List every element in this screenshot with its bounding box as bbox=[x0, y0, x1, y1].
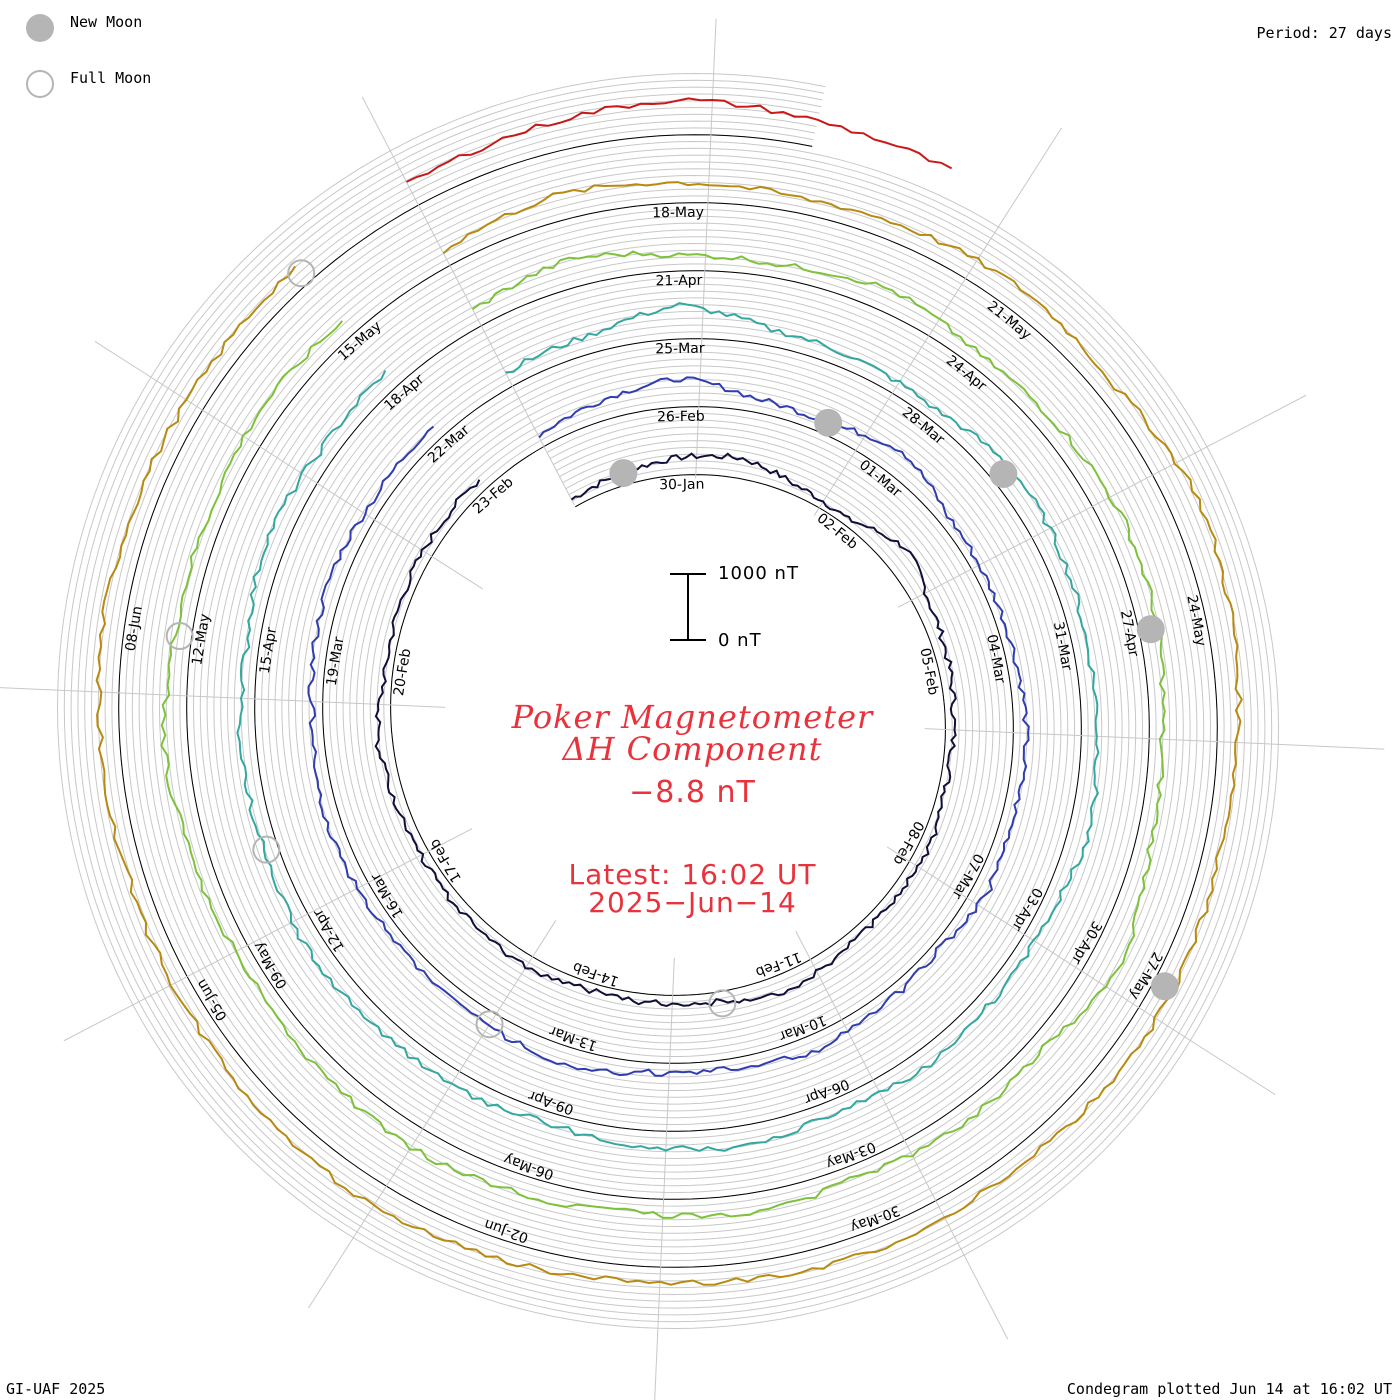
legend-full-moon-label: Full Moon bbox=[70, 69, 152, 87]
rotation-trace bbox=[406, 97, 953, 183]
full-moon-marker bbox=[252, 835, 281, 864]
date-label: 04-Mar bbox=[983, 633, 1008, 685]
credit-label: GI-UAF 2025 bbox=[6, 1380, 106, 1398]
grid-ring bbox=[77, 93, 1259, 1309]
full-moon-marker bbox=[287, 259, 316, 288]
chart-title: Poker Magnetometer bbox=[511, 698, 874, 736]
data-traces bbox=[95, 97, 1243, 1286]
new-moon-marker bbox=[989, 460, 1018, 489]
date-label: 30-Jan bbox=[659, 477, 704, 494]
grid-ring bbox=[63, 79, 1273, 1323]
chart-subtitle: ΔH Component bbox=[562, 730, 823, 768]
grid-spoke bbox=[924, 728, 1385, 750]
legend-new-moon: New Moon bbox=[26, 13, 143, 42]
date-label: 19-Mar bbox=[324, 636, 348, 687]
grid-spoke bbox=[695, 18, 717, 479]
baseline-spiral bbox=[118, 134, 1218, 1268]
new-moon-marker bbox=[609, 459, 638, 488]
date-label: 18-May bbox=[652, 205, 704, 222]
scale-bar bbox=[670, 573, 706, 641]
grid-spoke bbox=[0, 687, 446, 708]
moon-markers bbox=[165, 259, 1179, 1039]
date-label: 31-Mar bbox=[1050, 620, 1075, 672]
legend-new-moon-label: New Moon bbox=[70, 13, 143, 31]
date-label: 20-Feb bbox=[391, 647, 414, 697]
rotation-trace bbox=[95, 181, 1243, 1286]
date-label: 27-Apr bbox=[1117, 609, 1142, 658]
grid-ring bbox=[84, 100, 1252, 1302]
grid-spoke bbox=[94, 341, 483, 590]
date-label: 23-Feb bbox=[470, 474, 517, 517]
grid-ring bbox=[70, 86, 1266, 1316]
date-label: 25-Mar bbox=[655, 341, 705, 358]
date-label: 21-Apr bbox=[655, 273, 702, 290]
legend-full-moon: Full Moon bbox=[26, 69, 152, 98]
grid-spoke bbox=[654, 957, 675, 1400]
current-value: −8.8 nT bbox=[629, 775, 756, 810]
grid-spoke bbox=[63, 828, 473, 1042]
rotation-trace bbox=[236, 302, 1100, 1152]
date-label: 08-Jun bbox=[123, 605, 146, 653]
period-label: Period: 27 days bbox=[1256, 24, 1392, 42]
rotation-trace bbox=[160, 250, 1166, 1219]
full-moon-icon bbox=[26, 70, 54, 98]
date-label: 24-May bbox=[1183, 594, 1208, 648]
date-label: 05-Feb bbox=[916, 647, 941, 697]
grid-spoke bbox=[795, 930, 1009, 1340]
grid-spoke bbox=[308, 920, 557, 1309]
rotation-trace bbox=[374, 452, 957, 1008]
date-label: 30-Apr bbox=[1068, 918, 1105, 967]
new-moon-marker bbox=[1136, 615, 1165, 644]
plotted-label: Condegram plotted Jun 14 at 16:02 UT bbox=[1066, 1380, 1392, 1398]
rotation-trace bbox=[307, 376, 1030, 1077]
grid-ring bbox=[104, 120, 1232, 1282]
grid-spoke bbox=[887, 846, 1276, 1095]
full-moon-marker bbox=[708, 989, 737, 1018]
new-moon-marker bbox=[814, 408, 843, 437]
full-moon-marker bbox=[475, 1010, 504, 1039]
scale-top-label: 1000 nT bbox=[718, 563, 799, 584]
grid-ring bbox=[56, 72, 1280, 1330]
grid-ring bbox=[111, 127, 1225, 1275]
grid-spoke bbox=[897, 394, 1307, 608]
latest-date: 2025−Jun−14 bbox=[588, 886, 797, 919]
latest-time: Latest: 16:02 UT bbox=[568, 858, 817, 891]
grid-spoke bbox=[813, 127, 1062, 516]
new-moon-icon bbox=[26, 14, 54, 42]
date-label: 15-Apr bbox=[257, 626, 280, 675]
grid-rings bbox=[56, 72, 1280, 1330]
date-label: 26-Feb bbox=[657, 409, 705, 426]
full-moon-marker bbox=[165, 622, 194, 651]
new-moon-marker bbox=[1150, 972, 1179, 1001]
scale-bottom-label: 0 nT bbox=[718, 630, 762, 651]
